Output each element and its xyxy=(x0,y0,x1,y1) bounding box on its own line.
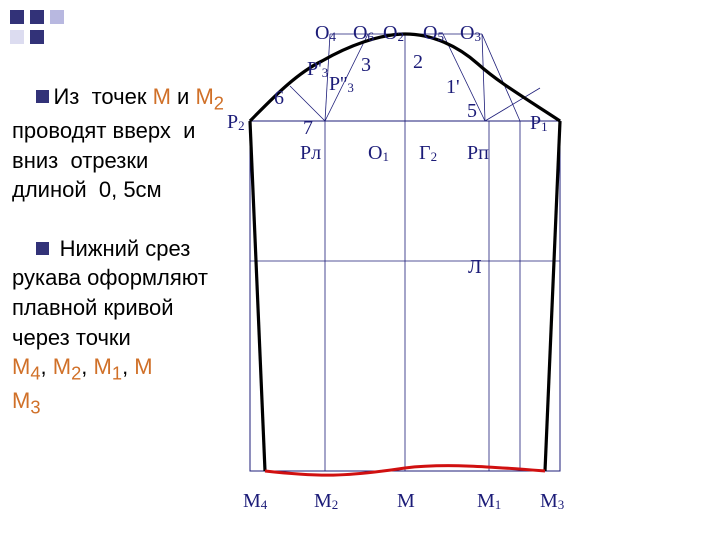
diagram-label: 5 xyxy=(467,100,477,123)
diagram-label: О5 xyxy=(423,22,444,45)
diagram-label: Р1 xyxy=(530,112,548,135)
diagram-label: М xyxy=(397,490,415,513)
diagram-label: 7 xyxy=(303,117,313,140)
diagram-label: 6 xyxy=(274,87,284,110)
diagram-label: 2 xyxy=(413,51,423,74)
paragraph-3: М4, М2, М1, М М3 xyxy=(12,352,153,420)
para1-hl2: М2 xyxy=(195,84,224,109)
para1-hl1: М xyxy=(153,84,171,109)
diagram-label: Р'3 xyxy=(307,58,328,81)
para1-prefix: Из точек xyxy=(53,84,152,109)
para1-rest: проводят вверх и вниз отрезки длиной 0, … xyxy=(12,118,195,202)
para3-m: М xyxy=(134,354,152,379)
diagram-label: Р''3 xyxy=(329,73,354,96)
diagram-label: Рп xyxy=(467,142,489,165)
diagram-label: М2 xyxy=(314,490,338,513)
diagram-label: Л xyxy=(468,256,482,279)
para3-m1: М1 xyxy=(94,354,123,379)
diagram-label: О3 xyxy=(460,22,481,45)
diagram-label: 3 xyxy=(361,54,371,77)
para1-mid: и xyxy=(171,84,196,109)
para3-m2: М2 xyxy=(53,354,82,379)
para3-m4: М4 xyxy=(12,354,41,379)
bullet-icon xyxy=(36,242,49,255)
diagram-label: М4 xyxy=(243,490,267,513)
diagram-label: Рл xyxy=(300,142,321,165)
diagram-label: М3 xyxy=(540,490,564,513)
diagram-label: О1 xyxy=(368,142,389,165)
sleeve-diagram xyxy=(230,16,700,516)
decor-squares xyxy=(10,10,70,50)
bullet-icon xyxy=(36,90,49,103)
diagram-label: М1 xyxy=(477,490,501,513)
canvas: Из точек М и М2 проводят вверх и вниз от… xyxy=(0,0,720,540)
para3-m3: М3 xyxy=(12,388,41,413)
diagram-label: Р2 xyxy=(227,111,245,134)
diagram-label: 1' xyxy=(446,76,460,99)
diagram-label: О4 xyxy=(315,22,336,45)
diagram-label: Г2 xyxy=(419,142,437,165)
diagram-label: О2 xyxy=(383,22,404,45)
diagram-label: О6 xyxy=(353,22,374,45)
